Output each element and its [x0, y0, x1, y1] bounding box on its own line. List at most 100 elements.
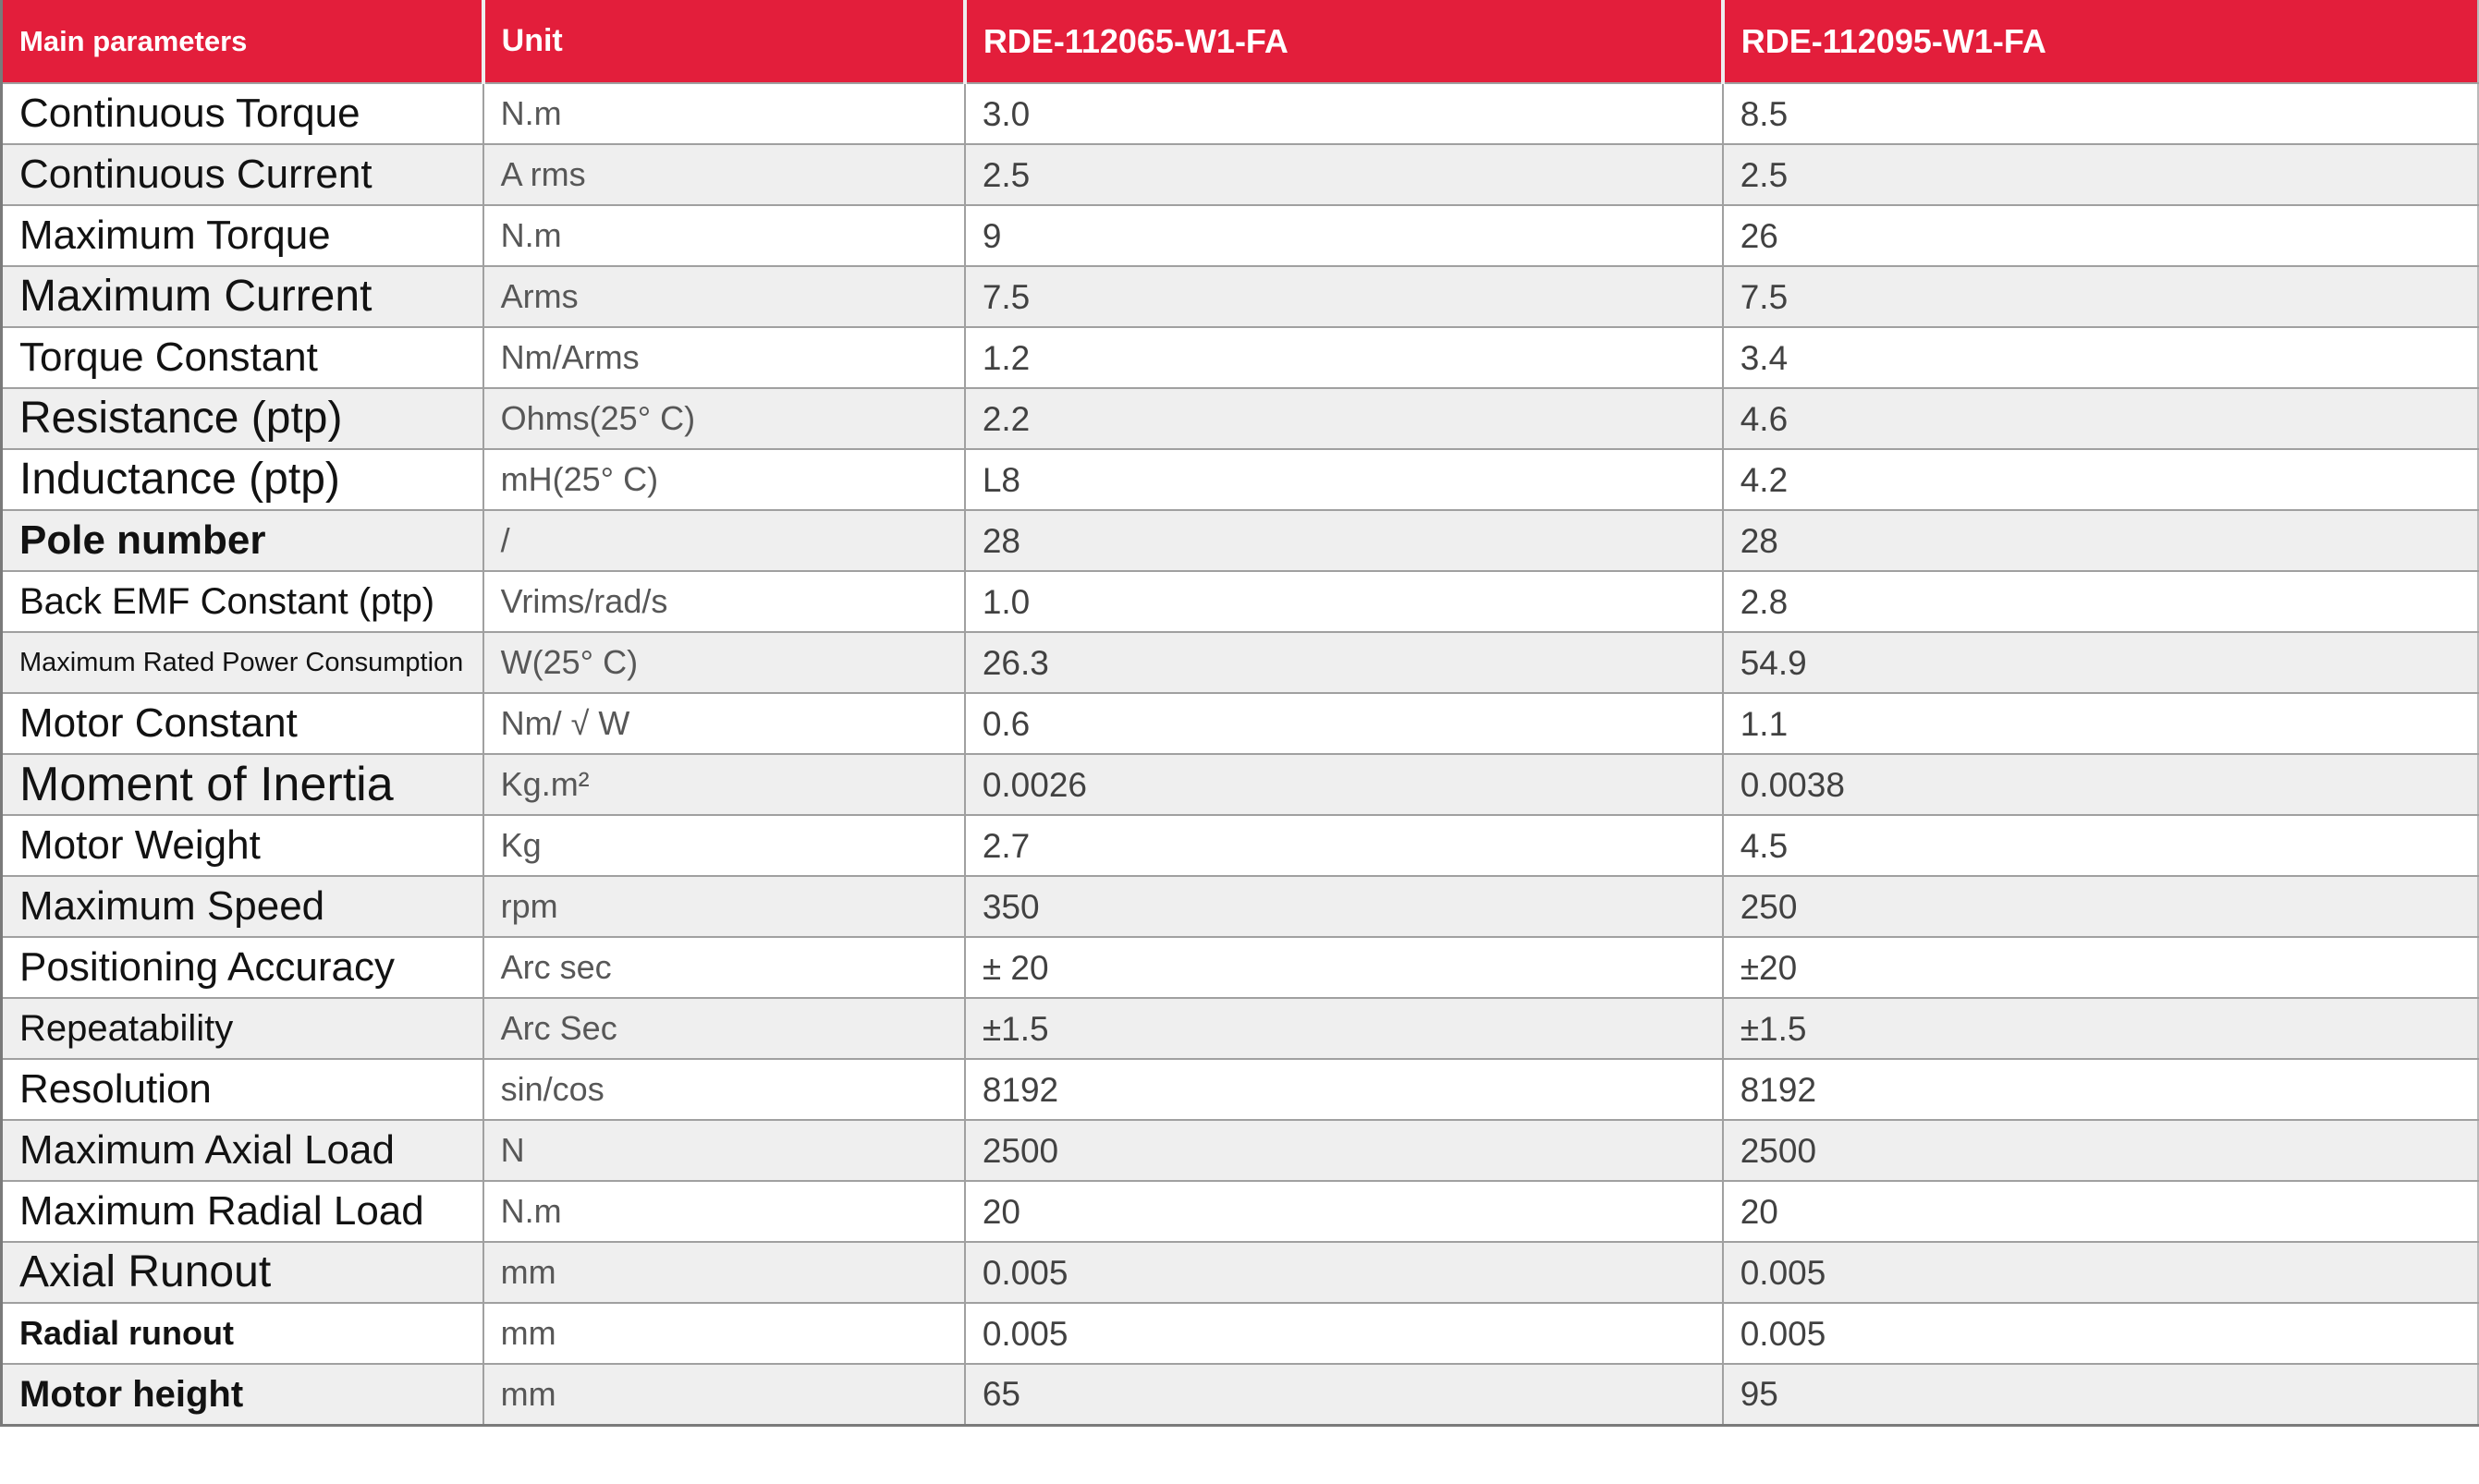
model1-value-cell: 2.2 [963, 387, 1723, 449]
table-row: Axial Runout mm 0.005 0.005 [1, 1241, 2478, 1303]
model2-value-cell: 2.5 [1721, 143, 2478, 205]
table-row: Maximum Speed rpm 350 250 [1, 875, 2478, 937]
model1-value-cell: 28 [963, 509, 1723, 571]
model1-value-cell: 7.5 [963, 265, 1723, 327]
header-row: Main parameters Unit RDE-112065-W1-FA RD… [1, 0, 2478, 83]
unit-cell: Arc Sec [482, 997, 965, 1059]
model2-value-cell: 1.1 [1721, 692, 2478, 754]
unit-cell: Vrims/rad/s [482, 570, 965, 632]
table-row: Motor height mm 65 95 [1, 1363, 2478, 1425]
parameter-name-cell: Inductance (ptp) [1, 448, 483, 510]
model2-value-cell: ±20 [1721, 936, 2478, 998]
unit-cell: N.m [482, 1180, 965, 1242]
model1-value-cell: 2500 [963, 1119, 1723, 1181]
model1-value-cell: 0.005 [963, 1241, 1723, 1303]
unit-cell: Nm/Arms [482, 326, 965, 388]
parameter-name-cell: Maximum Axial Load [1, 1119, 483, 1181]
parameter-name-cell: Back EMF Constant (ptp) [1, 570, 483, 632]
model2-value-cell: 0.0038 [1721, 753, 2478, 815]
model1-value-cell: 2.7 [963, 814, 1723, 876]
table-row: Maximum Current Arms 7.5 7.5 [1, 265, 2478, 327]
unit-cell: mm [482, 1363, 965, 1425]
model1-value-cell: 0.6 [963, 692, 1723, 754]
parameter-name-cell: Resolution [1, 1058, 483, 1120]
model2-value-cell: 3.4 [1721, 326, 2478, 388]
model1-value-cell: 2.5 [963, 143, 1723, 205]
model1-value-cell: 20 [963, 1180, 1723, 1242]
unit-cell: Kg [482, 814, 965, 876]
unit-cell: N.m [482, 204, 965, 266]
table-row: Maximum Radial Load N.m 20 20 [1, 1180, 2478, 1242]
unit-cell: Nm/ √ W [482, 692, 965, 754]
parameter-name-cell: Torque Constant [1, 326, 483, 388]
parameter-name-cell: Motor height [1, 1363, 483, 1425]
bottom-whitespace [0, 1426, 2479, 1482]
parameter-name-cell: Resistance (ptp) [1, 387, 483, 449]
model1-value-cell: 1.0 [963, 570, 1723, 632]
unit-cell: Arc sec [482, 936, 965, 998]
unit-cell: Ohms(25° C) [482, 387, 965, 449]
unit-cell: / [482, 509, 965, 571]
model1-value-cell: 3.0 [963, 82, 1723, 144]
parameter-name-cell: Continuous Torque [1, 82, 483, 144]
model1-value-cell: 350 [963, 875, 1723, 937]
model1-value-cell: 9 [963, 204, 1723, 266]
parameter-name-cell: Axial Runout [1, 1241, 483, 1303]
model2-value-cell: 20 [1721, 1180, 2478, 1242]
model2-value-cell: 4.6 [1721, 387, 2478, 449]
parameter-name-cell: Continuous Current [1, 143, 483, 205]
model2-value-cell: 26 [1721, 204, 2478, 266]
table-row: Moment of Inertia Kg.m² 0.0026 0.0038 [1, 753, 2478, 815]
table-row: Maximum Torque N.m 9 26 [1, 204, 2478, 266]
unit-cell: sin/cos [482, 1058, 965, 1120]
model1-value-cell: 8192 [963, 1058, 1723, 1120]
table-row: Radial runout mm 0.005 0.005 [1, 1302, 2478, 1364]
model1-value-cell: 65 [963, 1363, 1723, 1425]
table-row: Resistance (ptp) Ohms(25° C) 2.2 4.6 [1, 387, 2478, 449]
model2-value-cell: 2500 [1721, 1119, 2478, 1181]
table-body: Continuous Torque N.m 3.0 8.5 Continuous… [1, 82, 2478, 1425]
header-model-rde-112095: RDE-112095-W1-FA [1720, 0, 2478, 83]
table-row: Continuous Torque N.m 3.0 8.5 [1, 82, 2478, 144]
unit-cell: Kg.m² [482, 753, 965, 815]
unit-cell: N.m [482, 82, 965, 144]
model1-value-cell: ± 20 [963, 936, 1723, 998]
table-row: Positioning Accuracy Arc sec ± 20 ±20 [1, 936, 2478, 998]
motor-specs-table: Main parameters Unit RDE-112065-W1-FA RD… [0, 0, 2479, 1427]
unit-cell: W(25° C) [482, 631, 965, 693]
unit-cell: mm [482, 1241, 965, 1303]
model1-value-cell: 0.005 [963, 1302, 1723, 1364]
unit-cell: A rms [482, 143, 965, 205]
model2-value-cell: ±1.5 [1721, 997, 2478, 1059]
table-row: Pole number / 28 28 [1, 509, 2478, 571]
header-model-rde-112065: RDE-112065-W1-FA [962, 0, 1723, 83]
model2-value-cell: 250 [1721, 875, 2478, 937]
table-row: Maximum Rated Power Consumption W(25° C)… [1, 631, 2478, 693]
parameter-name-cell: Maximum Torque [1, 204, 483, 266]
model2-value-cell: 0.005 [1721, 1241, 2478, 1303]
model2-value-cell: 8.5 [1721, 82, 2478, 144]
model1-value-cell: L8 [963, 448, 1723, 510]
model2-value-cell: 8192 [1721, 1058, 2478, 1120]
parameter-name-cell: Maximum Radial Load [1, 1180, 483, 1242]
header-unit: Unit [481, 0, 965, 83]
parameter-name-cell: Motor Weight [1, 814, 483, 876]
model2-value-cell: 95 [1721, 1363, 2478, 1425]
unit-cell: mm [482, 1302, 965, 1364]
parameter-name-cell: Radial runout [1, 1302, 483, 1364]
model2-value-cell: 2.8 [1721, 570, 2478, 632]
table-header: Main parameters Unit RDE-112065-W1-FA RD… [1, 0, 2478, 83]
table-row: Motor Constant Nm/ √ W 0.6 1.1 [1, 692, 2478, 754]
unit-cell: N [482, 1119, 965, 1181]
model2-value-cell: 4.2 [1721, 448, 2478, 510]
parameter-name-cell: Positioning Accuracy [1, 936, 483, 998]
model1-value-cell: 1.2 [963, 326, 1723, 388]
parameter-name-cell: Repeatability [1, 997, 483, 1059]
table-row: Inductance (ptp) mH(25° C) L8 4.2 [1, 448, 2478, 510]
table-row: Motor Weight Kg 2.7 4.5 [1, 814, 2478, 876]
unit-cell: rpm [482, 875, 965, 937]
table-row: Continuous Current A rms 2.5 2.5 [1, 143, 2478, 205]
parameter-name-cell: Maximum Rated Power Consumption [1, 631, 483, 693]
parameter-name-cell: Maximum Speed [1, 875, 483, 937]
parameter-name-cell: Maximum Current [1, 265, 483, 327]
